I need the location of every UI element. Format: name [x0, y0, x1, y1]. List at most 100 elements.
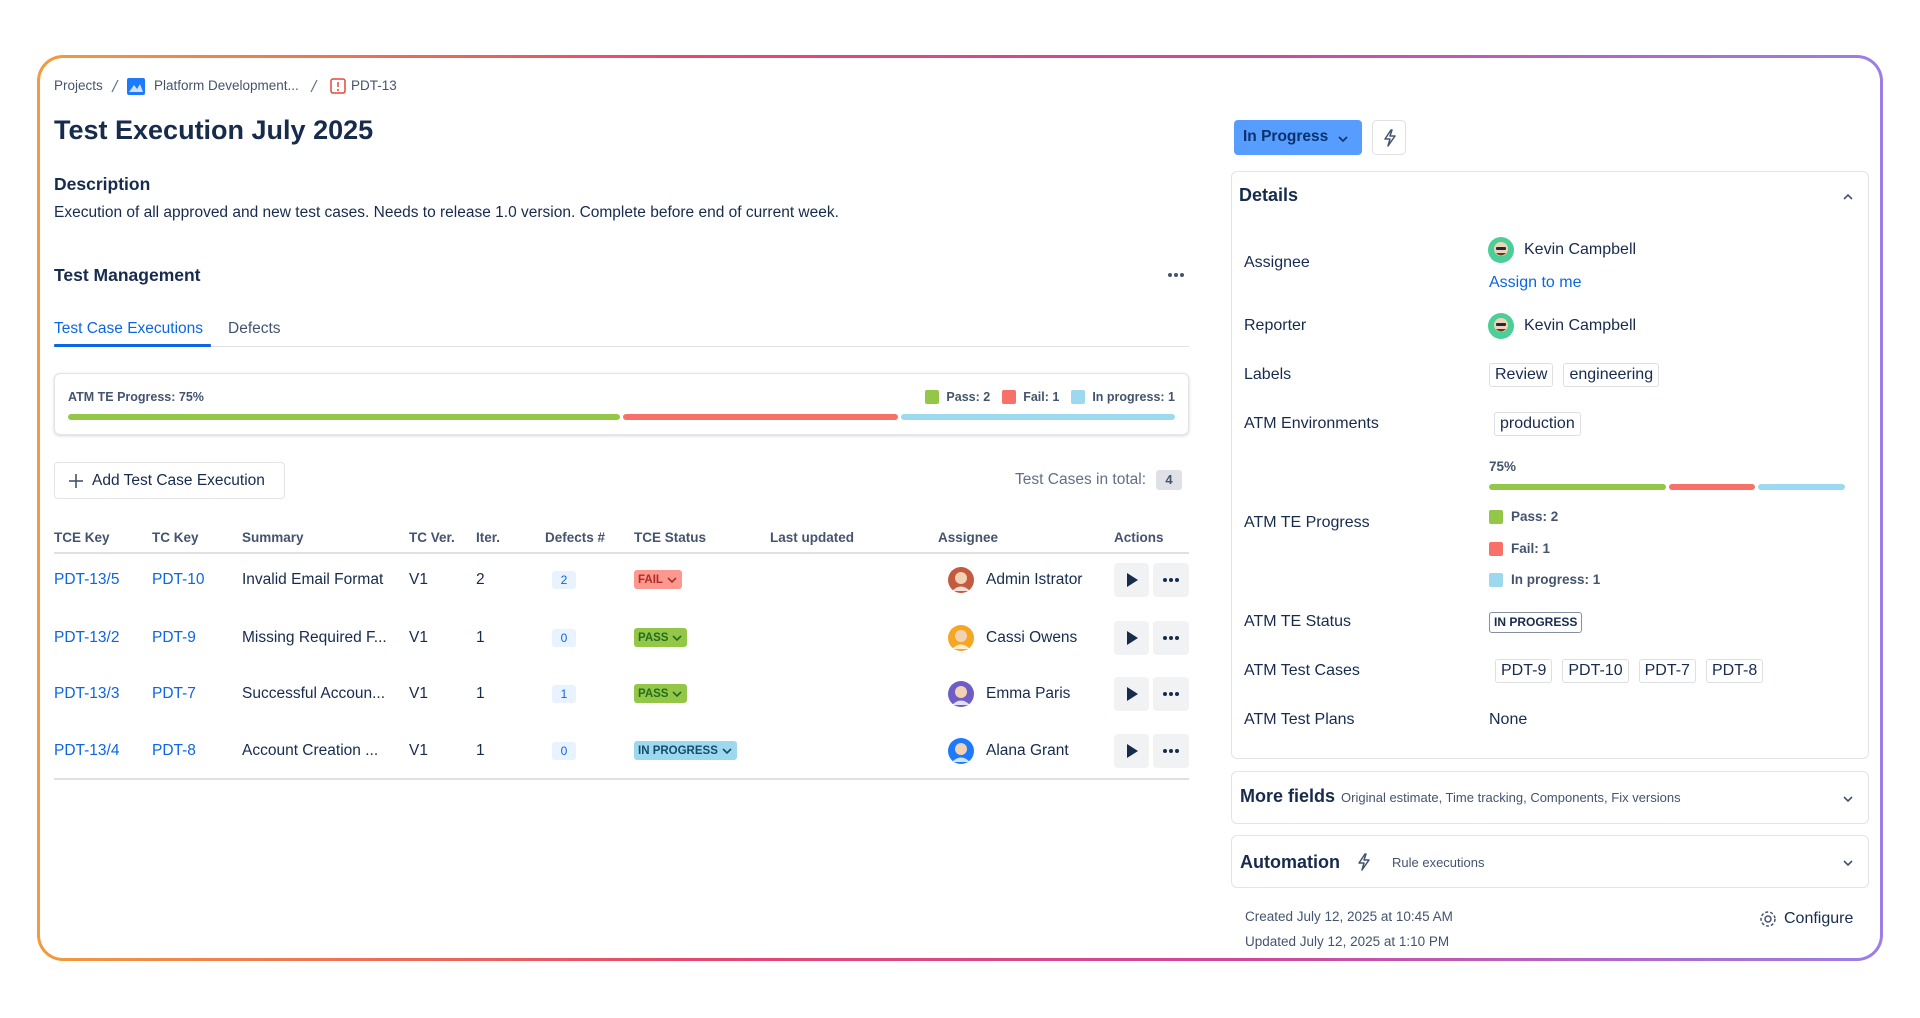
- icon-part: [1180, 273, 1184, 277]
- tc-key-link[interactable]: PDT-8: [152, 741, 196, 759]
- field-label: ATM TE Status: [1244, 612, 1351, 630]
- icon-part: [1338, 136, 1348, 143]
- legend-item: Pass: 2: [925, 390, 990, 404]
- breadcrumb-item[interactable]: PDT-13: [351, 78, 397, 94]
- row-more-button[interactable]: [1153, 563, 1189, 597]
- icon-part: [1127, 573, 1138, 587]
- icon-part: [948, 738, 974, 764]
- total-label: Test Cases in total:: [1015, 470, 1146, 488]
- status-badge[interactable]: IN PROGRESS: [634, 741, 737, 760]
- tce-key-link[interactable]: PDT-13/4: [54, 741, 120, 759]
- icon-part: [127, 78, 145, 95]
- legend-label: Pass: 2: [1511, 509, 1559, 525]
- collapse-icon[interactable]: [1842, 190, 1854, 202]
- label-chip[interactable]: Review: [1489, 363, 1554, 387]
- breadcrumb-item[interactable]: Platform Development...: [154, 78, 299, 94]
- tce-key-link[interactable]: PDT-13/5: [54, 570, 120, 588]
- status-button[interactable]: In Progress: [1234, 120, 1362, 155]
- expand-icon: [1842, 792, 1854, 804]
- test-case-chip-list: PDT-9 PDT-10 PDT-7 PDT-8: [1495, 659, 1773, 683]
- progress-segment: [68, 414, 620, 420]
- description-text: Execution of all approved and new test c…: [54, 203, 839, 221]
- tab[interactable]: Test Case Executions: [54, 319, 204, 337]
- progress-percent: 75%: [1489, 459, 1517, 475]
- row-more-button[interactable]: [1153, 734, 1189, 768]
- avatar: [1488, 313, 1514, 339]
- icon-part: [1384, 129, 1396, 147]
- summary: Invalid Email Format: [242, 570, 384, 588]
- tab-divider: [54, 346, 1189, 347]
- test-case-chip[interactable]: PDT-7: [1638, 659, 1696, 683]
- icon-part: [1843, 193, 1853, 200]
- row-more-button[interactable]: [1153, 621, 1189, 655]
- tab[interactable]: Defects: [228, 319, 281, 337]
- column-header: Last updated: [770, 530, 855, 546]
- column-header: TCE Key: [54, 530, 110, 546]
- icon-part: [722, 747, 732, 754]
- icon-part: [1175, 749, 1179, 753]
- icon-part: [1760, 911, 1776, 927]
- tc-key-link[interactable]: PDT-7: [152, 684, 196, 702]
- run-button[interactable]: [1114, 621, 1149, 655]
- legend-swatch: [1002, 390, 1017, 404]
- progress-segment: [1758, 484, 1845, 490]
- legend-label: Fail: 1: [1511, 541, 1551, 557]
- icon-part: [1843, 796, 1853, 803]
- icon-part: [1358, 853, 1370, 871]
- more-fields-row: More fields Original estimate, Time track…: [1240, 786, 1681, 807]
- more-fields-card[interactable]: More fields Original estimate, Time track…: [1231, 771, 1869, 824]
- automation-card[interactable]: Automation Rule executions: [1231, 835, 1869, 888]
- icon-part: [672, 634, 683, 641]
- field-label: ATM Test Cases: [1244, 661, 1360, 679]
- row-more-button[interactable]: [1153, 677, 1189, 711]
- label-chip[interactable]: engineering: [1563, 363, 1660, 387]
- progress-segment: [900, 414, 1175, 420]
- card-hint: Original estimate, Time tracking, Compon…: [1341, 790, 1681, 805]
- automation-button[interactable]: [1372, 120, 1406, 155]
- icon-part: [1153, 677, 1189, 711]
- status-badge[interactable]: PASS: [634, 628, 688, 647]
- icon-part: [111, 79, 119, 93]
- icon-part: [1114, 734, 1149, 768]
- icon-part: [1163, 692, 1167, 696]
- status-badge[interactable]: PASS: [634, 684, 688, 703]
- field-label: ATM Test Plans: [1244, 710, 1355, 728]
- configure-button[interactable]: Configure: [1784, 909, 1854, 927]
- plus-icon: [68, 473, 84, 489]
- environment-chip[interactable]: production: [1494, 412, 1581, 436]
- tc-key-link[interactable]: PDT-10: [152, 570, 205, 588]
- icon-part: [1843, 860, 1853, 867]
- avatar: [1488, 237, 1514, 263]
- assignee-name: Emma Paris: [986, 684, 1071, 702]
- icon-part: [1175, 636, 1179, 640]
- breadcrumb-item[interactable]: Projects: [54, 78, 103, 94]
- assignee-name: Alana Grant: [986, 741, 1069, 759]
- icon-part: [955, 572, 967, 584]
- tce-key-link[interactable]: PDT-13/3: [54, 684, 120, 702]
- summary: Account Creation ...: [242, 741, 379, 759]
- gear-icon[interactable]: [1759, 910, 1777, 928]
- tce-key-link[interactable]: PDT-13/2: [54, 628, 120, 646]
- created-date: Created July 12, 2025 at 10:45 AM: [1245, 909, 1453, 925]
- more-button[interactable]: [1160, 264, 1192, 286]
- icon-part: [672, 690, 683, 697]
- legend-label: In progress: 1: [1511, 572, 1601, 588]
- test-case-chip[interactable]: PDT-10: [1562, 659, 1629, 683]
- iteration: 1: [476, 741, 485, 759]
- add-button[interactable]: Add Test Case Execution: [54, 462, 285, 499]
- icon-part: [1127, 744, 1138, 758]
- run-button[interactable]: [1114, 563, 1149, 597]
- project-icon: [127, 78, 145, 95]
- run-button[interactable]: [1114, 677, 1149, 711]
- tc-key-link[interactable]: PDT-9: [152, 628, 196, 646]
- test-case-chip[interactable]: PDT-9: [1495, 659, 1553, 683]
- icon-part: [1496, 329, 1506, 332]
- assign-link[interactable]: Assign to me: [1489, 273, 1582, 291]
- icon-part: [111, 79, 119, 93]
- status-badge[interactable]: FAIL: [634, 570, 682, 589]
- card-hint: Rule executions: [1392, 854, 1485, 870]
- test-case-chip[interactable]: PDT-8: [1705, 659, 1764, 683]
- run-button[interactable]: [1114, 734, 1149, 768]
- icon-part: [1153, 563, 1189, 597]
